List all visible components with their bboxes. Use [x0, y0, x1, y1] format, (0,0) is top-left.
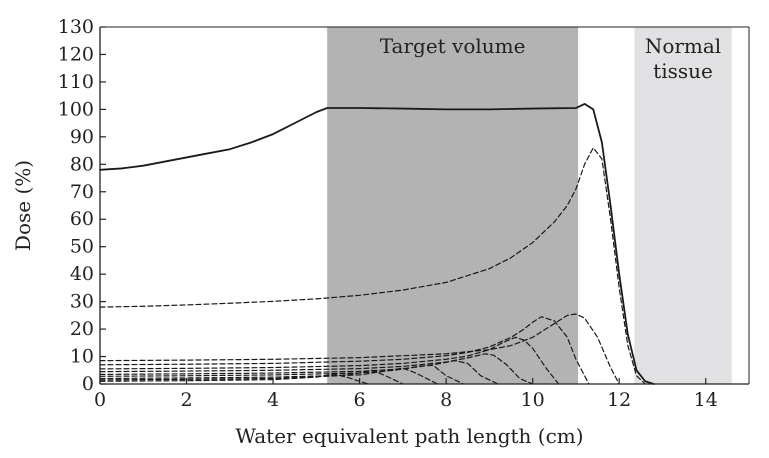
y-tick-label: 130 [58, 16, 94, 38]
dose-curve-9 [99, 369, 404, 385]
x-tick-label: 4 [267, 389, 279, 411]
y-tick-label: 110 [58, 71, 94, 93]
y-tick-label: 30 [70, 291, 94, 313]
x-axis-title: Water equivalent path length (cm) [235, 424, 583, 448]
dose-curve-5 [99, 353, 534, 385]
y-axis-title: Dose (%) [11, 160, 35, 251]
x-tick-label: 12 [607, 389, 631, 411]
region-label-line: Normal [645, 34, 721, 58]
x-tick-label: 14 [694, 389, 718, 411]
dose-curve-8 [99, 367, 439, 385]
chart-axes [99, 26, 750, 385]
dose-curve-0 [99, 102, 655, 385]
y-tick-label: 50 [70, 236, 94, 258]
x-tick-label: 8 [440, 389, 452, 411]
y-tick-label: 60 [70, 208, 94, 230]
dose-curve-1 [99, 147, 646, 385]
y-tick-label: 90 [70, 126, 94, 148]
y-tick-label: 80 [70, 153, 94, 175]
dose-curve-3 [99, 316, 590, 385]
x-tick-label: 0 [94, 389, 106, 411]
dose-curve-2 [99, 313, 620, 385]
region-label-line: tissue [653, 59, 713, 83]
dose-curve-6 [99, 360, 499, 385]
dose-curve-10 [99, 373, 369, 385]
region-label-line: Target volume [380, 34, 526, 58]
y-tick-label: 20 [70, 318, 94, 340]
region-1 [634, 27, 732, 384]
y-tick-label: 40 [70, 263, 94, 285]
x-tick-label: 2 [180, 389, 192, 411]
dose-curves [99, 102, 655, 385]
x-ticks: 0 2 4 6 8 10 12 14 [94, 378, 718, 411]
region-0 [327, 27, 579, 384]
dose-curve-4 [99, 336, 560, 385]
y-tick-label: 10 [70, 346, 94, 368]
region-labels: Target volume Normal tissue [380, 34, 721, 83]
y-tick-label: 100 [58, 98, 94, 120]
region-label-1: Normal tissue [645, 34, 721, 83]
chart-regions [327, 27, 732, 384]
y-ticks: 0 10 20 30 40 50 60 70 80 90 100 110 120 130 [58, 16, 106, 395]
y-tick-label: 120 [58, 43, 94, 65]
x-tick-label: 6 [354, 389, 366, 411]
dose-curve-7 [99, 364, 465, 385]
region-label-0: Target volume [380, 34, 526, 58]
x-tick-label: 10 [521, 389, 545, 411]
y-tick-label: 0 [82, 373, 94, 395]
y-tick-label: 70 [70, 181, 94, 203]
